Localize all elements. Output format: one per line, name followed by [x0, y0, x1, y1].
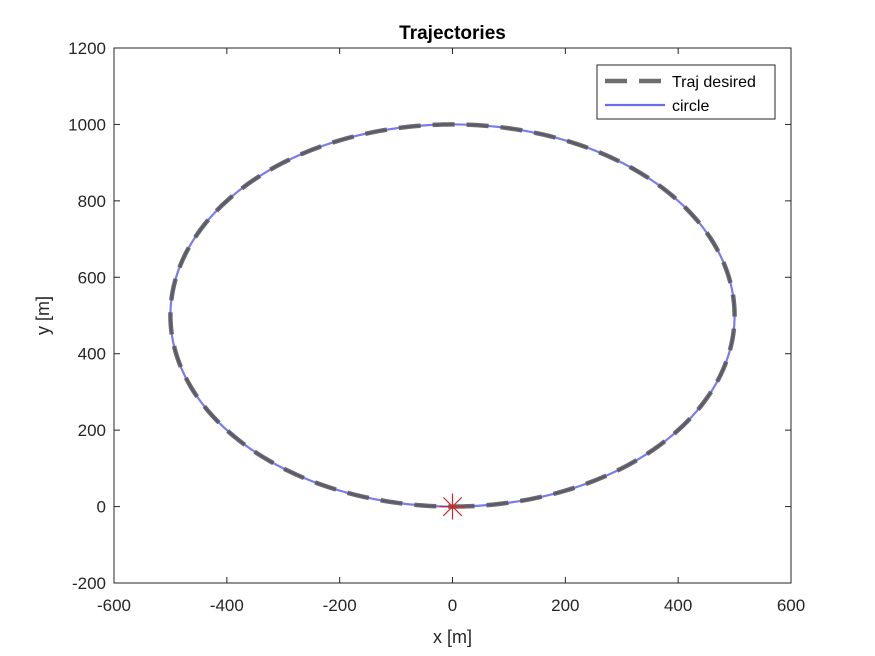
- x-tick-label: -600: [97, 596, 131, 615]
- x-tick-label: 200: [551, 596, 579, 615]
- x-tick-label: -200: [323, 596, 357, 615]
- y-tick-label: -200: [72, 574, 106, 593]
- legend-entry-traj-desired: Traj desired: [672, 74, 756, 91]
- y-axis-ticks: -200 0 200 400 600 800 1000 1200: [68, 39, 791, 593]
- y-tick-label: 400: [78, 345, 106, 364]
- x-tick-label: 400: [664, 596, 692, 615]
- y-tick-label: 600: [78, 268, 106, 287]
- legend-box: [596, 64, 776, 120]
- x-axis-label: x [m]: [433, 627, 472, 647]
- x-tick-label: 0: [448, 596, 457, 615]
- y-axis-label: y [m]: [33, 296, 53, 335]
- y-tick-label: 1200: [68, 39, 106, 58]
- legend: Traj desired circle: [596, 64, 776, 120]
- y-tick-label: 200: [78, 421, 106, 440]
- start-marker-stroke: [442, 496, 463, 517]
- y-tick-label: 1000: [68, 115, 106, 134]
- start-marker-group: [439, 493, 466, 520]
- x-axis-ticks: -600 -400 -200 0 200 400 600: [97, 48, 805, 615]
- chart-title: Trajectories: [399, 23, 506, 44]
- series-traj-desired-line: [168, 122, 737, 509]
- x-tick-label: -400: [210, 596, 244, 615]
- plot-area: [168, 122, 737, 520]
- x-tick-label: 600: [777, 596, 805, 615]
- y-tick-label: 0: [97, 498, 106, 517]
- y-tick-label: 800: [78, 192, 106, 211]
- legend-entry-circle: circle: [672, 98, 709, 115]
